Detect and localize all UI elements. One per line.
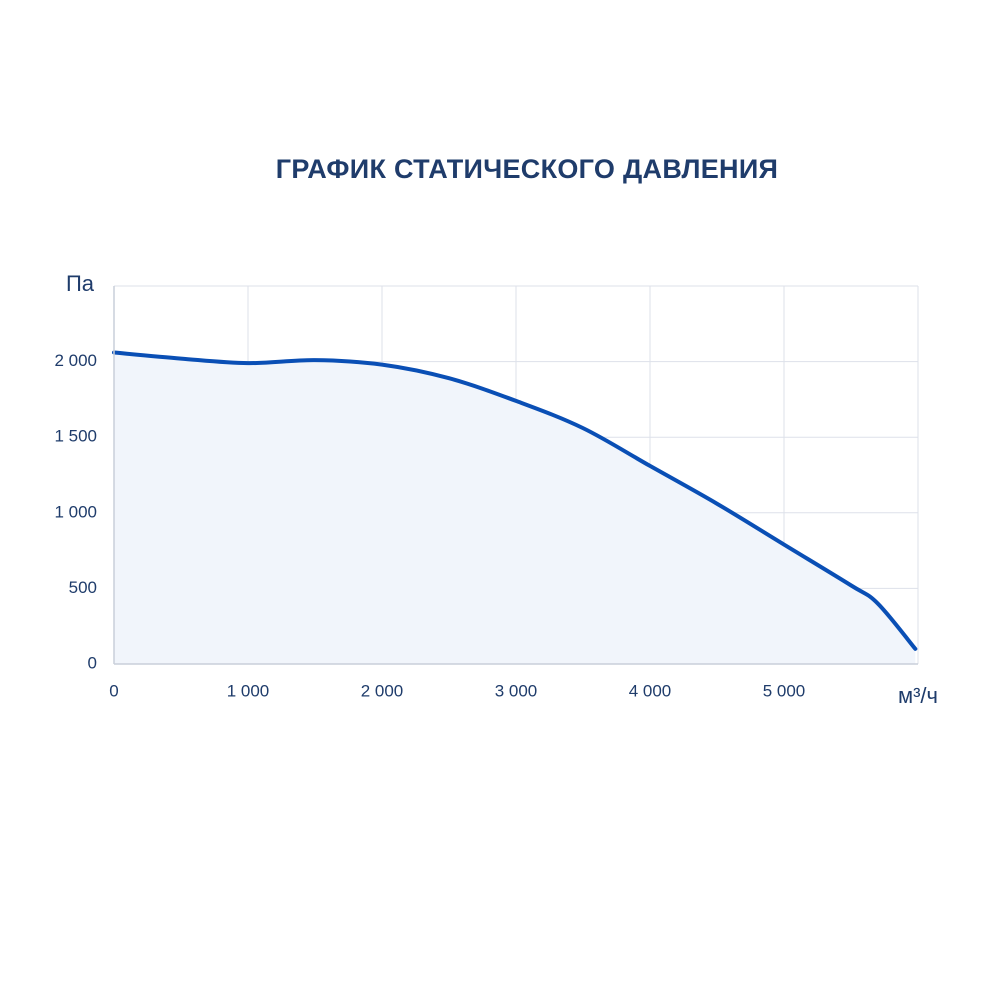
y-tick-label: 1 000 <box>54 502 97 521</box>
y-axis-label: Па <box>66 271 95 296</box>
area <box>114 352 916 664</box>
y-tick-label: 2 000 <box>54 351 97 370</box>
x-tick-label: 0 <box>109 681 118 700</box>
x-tick-label: 1 000 <box>227 681 270 700</box>
x-tick-label: 4 000 <box>629 681 672 700</box>
y-tick-label: 1 500 <box>54 427 97 446</box>
y-tick-label: 500 <box>69 578 97 597</box>
chart-title: ГРАФИК СТАТИЧЕСКОГО ДАВЛЕНИЯ <box>276 154 779 184</box>
x-tick-label: 2 000 <box>361 681 404 700</box>
y-tick-label: 0 <box>88 653 97 672</box>
x-tick-label: 5 000 <box>763 681 806 700</box>
x-axis-label: м³/ч <box>898 683 938 708</box>
line <box>112 350 918 651</box>
x-tick-label: 3 000 <box>495 681 538 700</box>
